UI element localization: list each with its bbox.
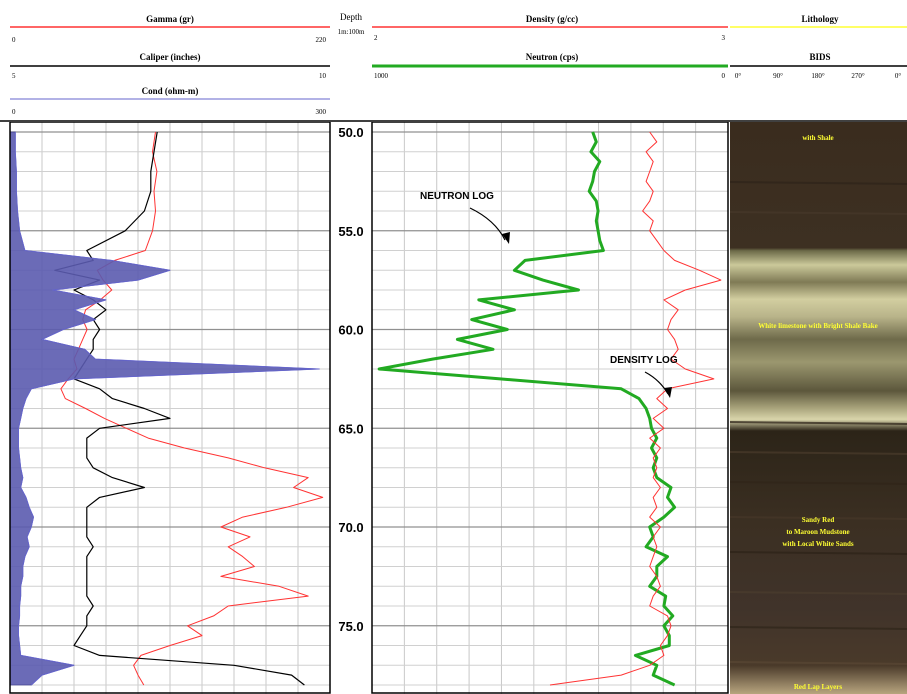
core-label-1: with Shale bbox=[802, 134, 833, 142]
gamma-min: 0 bbox=[12, 36, 16, 44]
core-label-4: Red Lap Layers bbox=[794, 683, 843, 691]
core-streaks bbox=[729, 181, 907, 665]
depth-tick-label: 65.0 bbox=[338, 421, 363, 436]
density-log-label: DENSITY LOG bbox=[610, 355, 678, 366]
core-streak bbox=[729, 481, 907, 485]
lithology-title: Lithology bbox=[801, 14, 839, 24]
neutron-title: Neutron (cps) bbox=[526, 52, 579, 62]
cond-min: 0 bbox=[12, 108, 16, 116]
neutron-arrowhead bbox=[502, 232, 510, 244]
density-min: 2 bbox=[374, 34, 378, 42]
depth-track bbox=[332, 122, 370, 694]
core-streak bbox=[729, 451, 907, 455]
core-label-line: with Local White Sands bbox=[782, 540, 854, 548]
neutron-arrow bbox=[469, 207, 506, 241]
depth-tick-label: 50.0 bbox=[338, 125, 363, 140]
density-curve bbox=[549, 131, 722, 686]
density-title: Density (g/cc) bbox=[526, 14, 578, 24]
neutron-log-label: NEUTRON LOG bbox=[420, 191, 494, 202]
neutron-max: 0 bbox=[722, 72, 726, 80]
bids-ticks: 0° 90° 180° 270° 0° bbox=[735, 72, 902, 80]
caliper-min: 5 bbox=[12, 72, 16, 80]
core-label-2: White limestone with Bright Shale Bake bbox=[758, 322, 878, 330]
bids-tick: 180° bbox=[811, 72, 825, 80]
core-streak bbox=[729, 516, 907, 520]
core-streak bbox=[729, 591, 907, 595]
curves bbox=[9, 131, 722, 687]
depth-labels: 50.0 55.0 60.0 65.0 70.0 75.0 bbox=[338, 125, 363, 634]
left-track-frame bbox=[9, 122, 331, 694]
bids-title: BIDS bbox=[809, 52, 830, 62]
bids-tick: 0° bbox=[735, 72, 742, 80]
caliper-max: 10 bbox=[319, 72, 327, 80]
density-max: 3 bbox=[722, 34, 726, 42]
core-streak bbox=[729, 551, 907, 555]
depth-tick-label: 60.0 bbox=[338, 323, 363, 338]
cond-title: Cond (ohm-m) bbox=[142, 86, 199, 96]
depth-tick-label: 75.0 bbox=[338, 619, 363, 634]
core-streak bbox=[729, 181, 907, 185]
core-label-line: Sandy Red bbox=[802, 516, 835, 524]
depth-title: Depth bbox=[340, 12, 362, 22]
neutron-min: 1000 bbox=[374, 72, 389, 80]
core-label-3: Sandy Red to Maroon Mudstone with Local Wh… bbox=[782, 516, 854, 548]
cond-max: 300 bbox=[316, 108, 327, 116]
core-image bbox=[730, 122, 907, 694]
log-header: Gamma (gr) 0 220 Caliper (inches) 5 10 C… bbox=[0, 0, 907, 122]
depth-tick-label: 55.0 bbox=[338, 224, 363, 239]
cond-curve bbox=[14, 132, 320, 686]
bids-tick: 270° bbox=[851, 72, 865, 80]
core-streak bbox=[729, 661, 907, 665]
core-streak bbox=[729, 211, 907, 215]
gamma-title: Gamma (gr) bbox=[146, 14, 194, 24]
bids-tick: 0° bbox=[895, 72, 902, 80]
grid bbox=[10, 122, 728, 694]
depth-tick-label: 70.0 bbox=[338, 520, 363, 535]
middle-track-frame bbox=[371, 122, 729, 694]
log-body: 50.0 55.0 60.0 65.0 70.0 75.0 NEUTRON LOG DEN… bbox=[9, 122, 907, 694]
bids-tick: 90° bbox=[773, 72, 783, 80]
neutron-curve bbox=[377, 131, 677, 687]
caliper-title: Caliper (inches) bbox=[139, 52, 200, 62]
core-label-line: to Maroon Mudstone bbox=[786, 528, 849, 536]
core-streak bbox=[729, 626, 907, 630]
density-arrowhead bbox=[664, 387, 672, 398]
core-streak bbox=[729, 421, 907, 425]
gamma-max: 220 bbox=[316, 36, 327, 44]
depth-scale: 1m:100m bbox=[338, 28, 365, 36]
